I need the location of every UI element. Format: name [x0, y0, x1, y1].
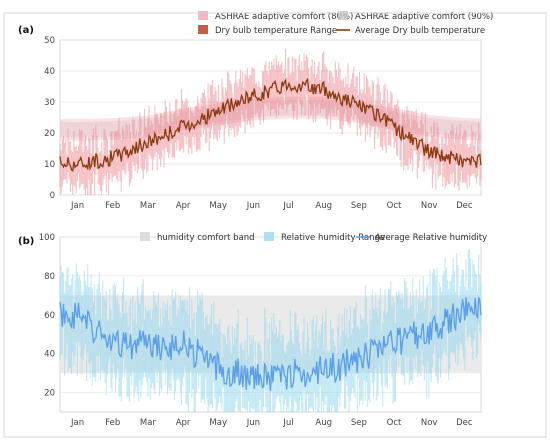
x-tick-label: Sep — [351, 418, 367, 428]
x-tick-label: May — [209, 201, 227, 211]
x-tick-label: Jul — [282, 418, 293, 428]
panel-b: (b) 20 40 60 80 100 Jan Feb Mar Apr May Jun Jul Aug… — [18, 232, 487, 428]
y-tick-label: 60 — [44, 311, 55, 321]
legend-item: Relative humidity Range — [264, 232, 385, 243]
y-tick-label: 0 — [50, 191, 55, 201]
average-line — [59, 297, 482, 391]
legend-swatch — [264, 232, 274, 241]
legend-item: Dry bulb temperature Range — [198, 25, 337, 36]
x-tick-label: Nov — [421, 201, 438, 211]
panel-b-x-ticks: Jan Feb Mar Apr May Jun Jul Aug Sep Oct Nov Dec — [70, 418, 473, 428]
legend-label: humidity comfort band — [157, 233, 255, 243]
panel-a: (a) 0 10 20 30 40 50 Jan Feb Mar Apr May Jun Jul Aug… — [18, 11, 493, 211]
legend-item: humidity comfort band — [140, 232, 255, 243]
panel-a-average-line — [59, 77, 482, 172]
y-tick-label: 100 — [39, 233, 55, 243]
y-tick-label: 40 — [44, 67, 55, 77]
panel-b-label: (b) — [18, 236, 34, 247]
panel-a-y-ticks: 0 10 20 30 40 50 — [44, 36, 55, 201]
legend-label: Dry bulb temperature Range — [215, 26, 337, 36]
y-tick-label: 30 — [44, 98, 55, 108]
x-tick-label: Oct — [387, 201, 402, 211]
legend-label: Relative humidity Range — [281, 233, 385, 243]
x-tick-label: Jan — [70, 201, 84, 211]
legend-label: ASHRAE adaptive comfort (80%) — [215, 12, 353, 22]
legend-swatch — [198, 11, 208, 20]
legend-item: Average Relative humidity — [356, 233, 487, 243]
legend-item: ASHRAE adaptive comfort (80%) — [198, 11, 353, 22]
x-tick-label: May — [209, 418, 227, 428]
x-tick-label: Aug — [315, 418, 332, 428]
x-tick-label: Apr — [176, 418, 191, 428]
x-tick-label: Apr — [176, 201, 191, 211]
legend-item: ASHRAE adaptive comfort (90%) — [338, 11, 493, 22]
panel-b-average-line — [59, 297, 482, 391]
y-tick-label: 20 — [44, 129, 55, 139]
x-tick-label: Jan — [70, 418, 84, 428]
legend-swatch — [198, 25, 208, 34]
x-tick-label: Jun — [246, 201, 260, 211]
panel-b-legend: humidity comfort band Relative humidity R… — [140, 232, 487, 243]
y-tick-label: 10 — [44, 160, 55, 170]
x-tick-label: Sep — [351, 201, 367, 211]
y-tick-label: 20 — [44, 389, 55, 399]
panel-a-legend: ASHRAE adaptive comfort (80%) ASHRAE adap… — [198, 11, 493, 36]
y-tick-label: 80 — [44, 272, 55, 282]
x-tick-label: Dec — [456, 201, 473, 211]
legend-item: Average Dry bulb temperature — [336, 26, 485, 36]
x-tick-label: Mar — [140, 201, 157, 211]
legend-swatch — [140, 232, 150, 241]
y-tick-label: 40 — [44, 350, 55, 360]
x-tick-label: Dec — [456, 418, 473, 428]
legend-swatch — [338, 11, 348, 20]
y-tick-label: 50 — [44, 36, 55, 46]
legend-label: Average Relative humidity — [375, 233, 487, 243]
x-tick-label: Nov — [421, 418, 438, 428]
legend-label: Average Dry bulb temperature — [355, 26, 485, 36]
x-tick-label: Mar — [140, 418, 157, 428]
x-tick-label: Jun — [246, 418, 260, 428]
x-tick-label: Aug — [315, 201, 332, 211]
panel-a-x-ticks: Jan Feb Mar Apr May Jun Jul Aug Sep Oct Nov Dec — [70, 201, 473, 211]
panel-a-label: (a) — [18, 25, 34, 36]
average-line — [59, 77, 482, 172]
x-tick-label: Feb — [105, 418, 120, 428]
x-tick-label: Feb — [105, 201, 120, 211]
legend-label: ASHRAE adaptive comfort (90%) — [355, 12, 493, 22]
x-tick-label: Jul — [282, 201, 293, 211]
x-tick-label: Oct — [387, 418, 402, 428]
panel-b-y-ticks: 20 40 60 80 100 — [39, 233, 55, 399]
figure-frame — [3, 12, 547, 438]
